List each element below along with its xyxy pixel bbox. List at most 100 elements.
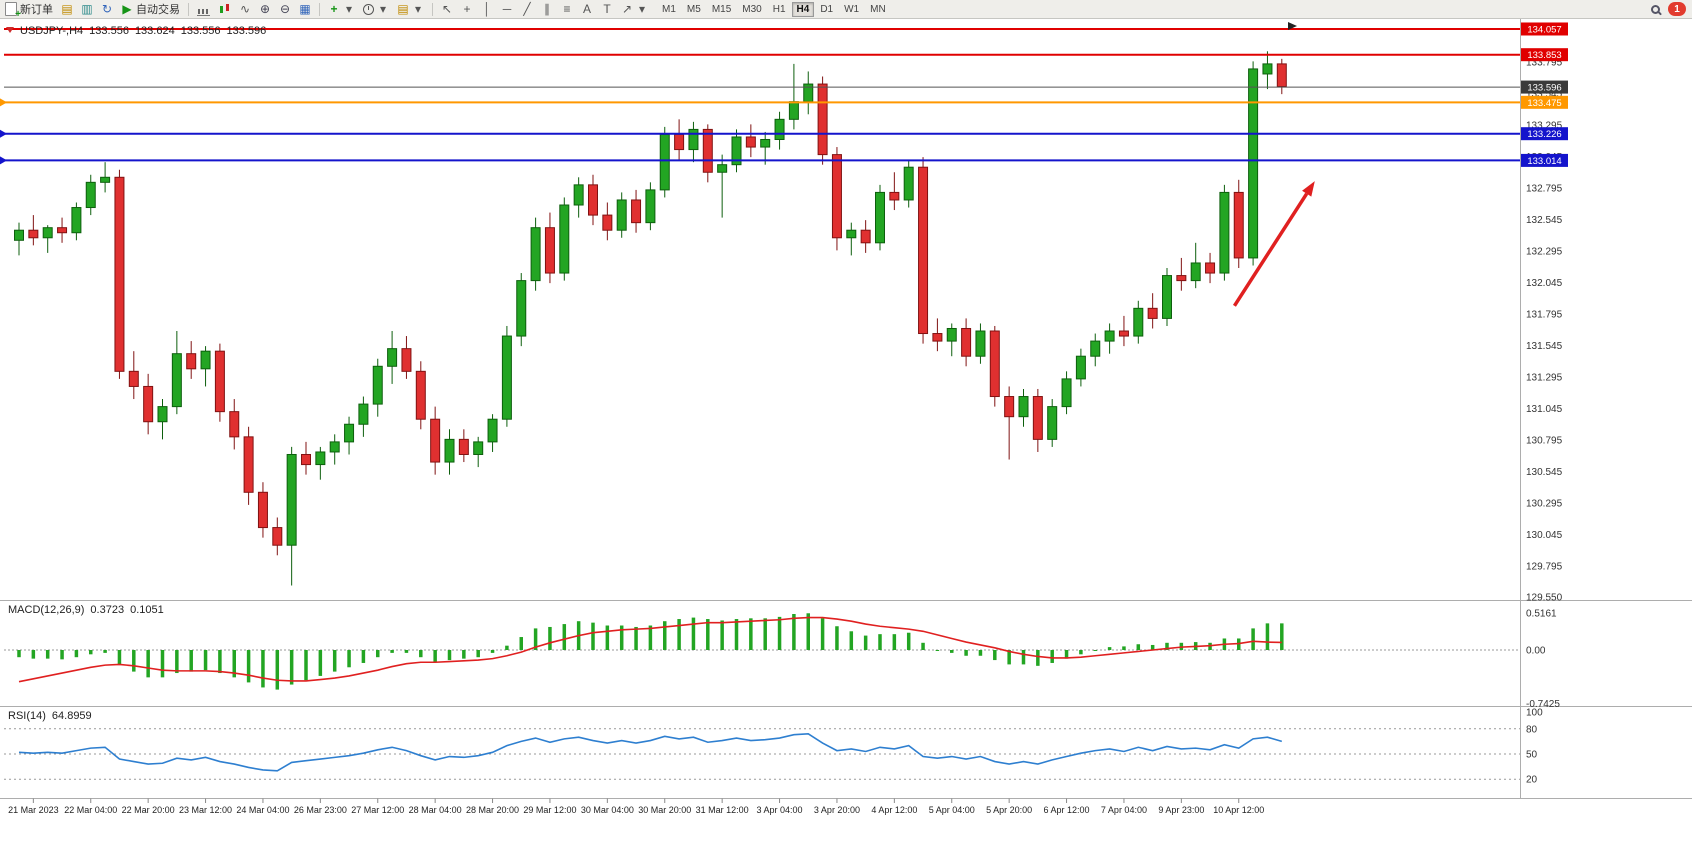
candle-body	[229, 411, 240, 438]
candle-body	[100, 176, 111, 183]
macd-bar	[1165, 642, 1169, 650]
macd-bar	[160, 650, 165, 678]
macd-bar	[1093, 650, 1097, 651]
macd-histogram	[17, 613, 1284, 690]
candle-body	[1248, 68, 1259, 259]
candle-body	[1233, 191, 1244, 259]
macd-bar	[1122, 646, 1126, 650]
rsi-tick-label: 50	[1526, 750, 1538, 761]
crosshair-tool-button[interactable]: +	[458, 1, 476, 18]
horizontal-line-tool-button[interactable]: ─	[498, 1, 516, 18]
macd-bar	[103, 650, 107, 653]
macd-bar	[74, 650, 79, 658]
bar-chart-type-button[interactable]	[194, 1, 213, 18]
objects-group: ↖ + │ ─ ╱ ∥ ≡ A T ↗ ▾	[436, 0, 653, 18]
price-tick-label: 132.045	[1526, 278, 1563, 289]
trendline-tool-button[interactable]: ╱	[518, 1, 536, 18]
zoom-in-icon: ⊕	[259, 2, 271, 16]
candle-body	[315, 451, 326, 466]
candlestick-chart-type-button[interactable]	[215, 1, 234, 18]
indicators-button[interactable]: + ▾	[325, 1, 358, 18]
scroll-end-marker[interactable]	[1288, 22, 1297, 30]
refresh-button[interactable]: ↻	[98, 1, 116, 18]
chevron-down-icon: ▾	[414, 2, 422, 16]
timeframe-H4[interactable]: H4	[791, 1, 815, 17]
macd-bar	[763, 618, 767, 650]
macd-bar	[361, 650, 366, 663]
price-badge-label: 133.596	[1527, 83, 1561, 94]
add-indicator-icon: +	[330, 2, 338, 16]
candle-body	[932, 333, 943, 342]
zoom-in-button[interactable]: ⊕	[256, 1, 274, 18]
macd-bar	[1050, 650, 1054, 663]
arrow-object-icon: ↗	[621, 2, 633, 16]
macd-bar	[1251, 628, 1255, 650]
price-tick-label: 129.550	[1526, 592, 1563, 603]
new-chart-button[interactable]: ▥	[78, 1, 96, 18]
price-tick-label: 133.795	[1526, 58, 1563, 69]
templates-button[interactable]: ▤ ▾	[394, 1, 427, 18]
line-anchor-icon[interactable]	[0, 156, 7, 165]
candle-body	[1147, 307, 1158, 319]
label-tool-icon: T	[603, 2, 611, 16]
vertical-line-icon: │	[483, 2, 491, 16]
candle-body	[1061, 378, 1072, 408]
timeframe-M30[interactable]: M30	[737, 2, 766, 17]
cursor-tool-button[interactable]: ↖	[438, 1, 456, 18]
auto-trading-button[interactable]: ▶ 自动交易	[118, 1, 183, 18]
candle-body	[631, 199, 642, 224]
candle-body	[171, 353, 182, 408]
notification-badge[interactable]: 1	[1668, 2, 1686, 16]
macd-tick-label: 0.00	[1526, 646, 1546, 657]
vertical-line-tool-button[interactable]: │	[478, 1, 496, 18]
tile-windows-button[interactable]: ▦	[296, 1, 314, 18]
candle-body	[975, 330, 986, 357]
candle-body	[243, 436, 254, 493]
chart-type-group: ∿ ⊕ ⊖ ▦	[192, 0, 316, 18]
macd-bar	[605, 625, 610, 650]
candle-body	[1004, 396, 1015, 418]
line-anchor-icon[interactable]	[0, 129, 7, 138]
time-axis[interactable]: 21 Mar 2023 22 Mar 04:00 22 Mar 20:00 23 Ma…	[8, 798, 1264, 816]
candle-body	[473, 441, 484, 455]
candle-body	[831, 154, 842, 239]
time-tick-label: 23 Mar 12:00	[179, 805, 232, 815]
fibonacci-tool-button[interactable]: ≡	[558, 1, 576, 18]
line-anchor-icon[interactable]	[0, 98, 7, 107]
timeframe-W1[interactable]: W1	[839, 2, 864, 17]
macd-bar	[519, 637, 523, 650]
period-menu-button[interactable]: ▾	[360, 1, 392, 18]
text-tool-button[interactable]: A	[578, 1, 596, 18]
zoom-out-button[interactable]: ⊖	[276, 1, 294, 18]
macd-bar	[792, 614, 796, 650]
candle-body	[1219, 191, 1230, 274]
search-icon[interactable]	[1651, 4, 1660, 14]
candle-body	[401, 348, 412, 372]
label-tool-button[interactable]: T	[598, 1, 616, 18]
market-watch-button[interactable]: ▤	[58, 1, 76, 18]
timeframe-M1[interactable]: M1	[657, 2, 681, 17]
candle-body	[1276, 63, 1287, 88]
macd-bar	[447, 650, 452, 661]
timeframe-D1[interactable]: D1	[815, 2, 838, 17]
timeframe-MN[interactable]: MN	[865, 2, 891, 17]
timeframe-H1[interactable]: H1	[768, 2, 791, 17]
trend-arrow-annotation[interactable]	[1232, 181, 1315, 307]
timeframe-M15[interactable]: M15	[707, 2, 736, 17]
one-click-trading-toggle[interactable]	[6, 27, 14, 33]
arrow-objects-button[interactable]: ↗ ▾	[618, 1, 651, 18]
line-chart-type-button[interactable]: ∿	[236, 1, 254, 18]
high-value: 133.624	[134, 25, 175, 37]
price-badge	[1521, 80, 1568, 94]
macd-main-value: 0.3723	[90, 604, 125, 616]
time-tick-label: 21 Mar 2023	[8, 805, 59, 815]
candle-body	[57, 227, 68, 234]
macd-bar	[906, 632, 911, 650]
candle-body	[659, 133, 670, 191]
channel-tool-button[interactable]: ∥	[538, 1, 556, 18]
new-order-button[interactable]: 新订单	[2, 1, 56, 20]
timeframe-M5[interactable]: M5	[682, 2, 706, 17]
price-tick-label: 131.295	[1526, 373, 1563, 384]
candle-body	[918, 166, 929, 335]
